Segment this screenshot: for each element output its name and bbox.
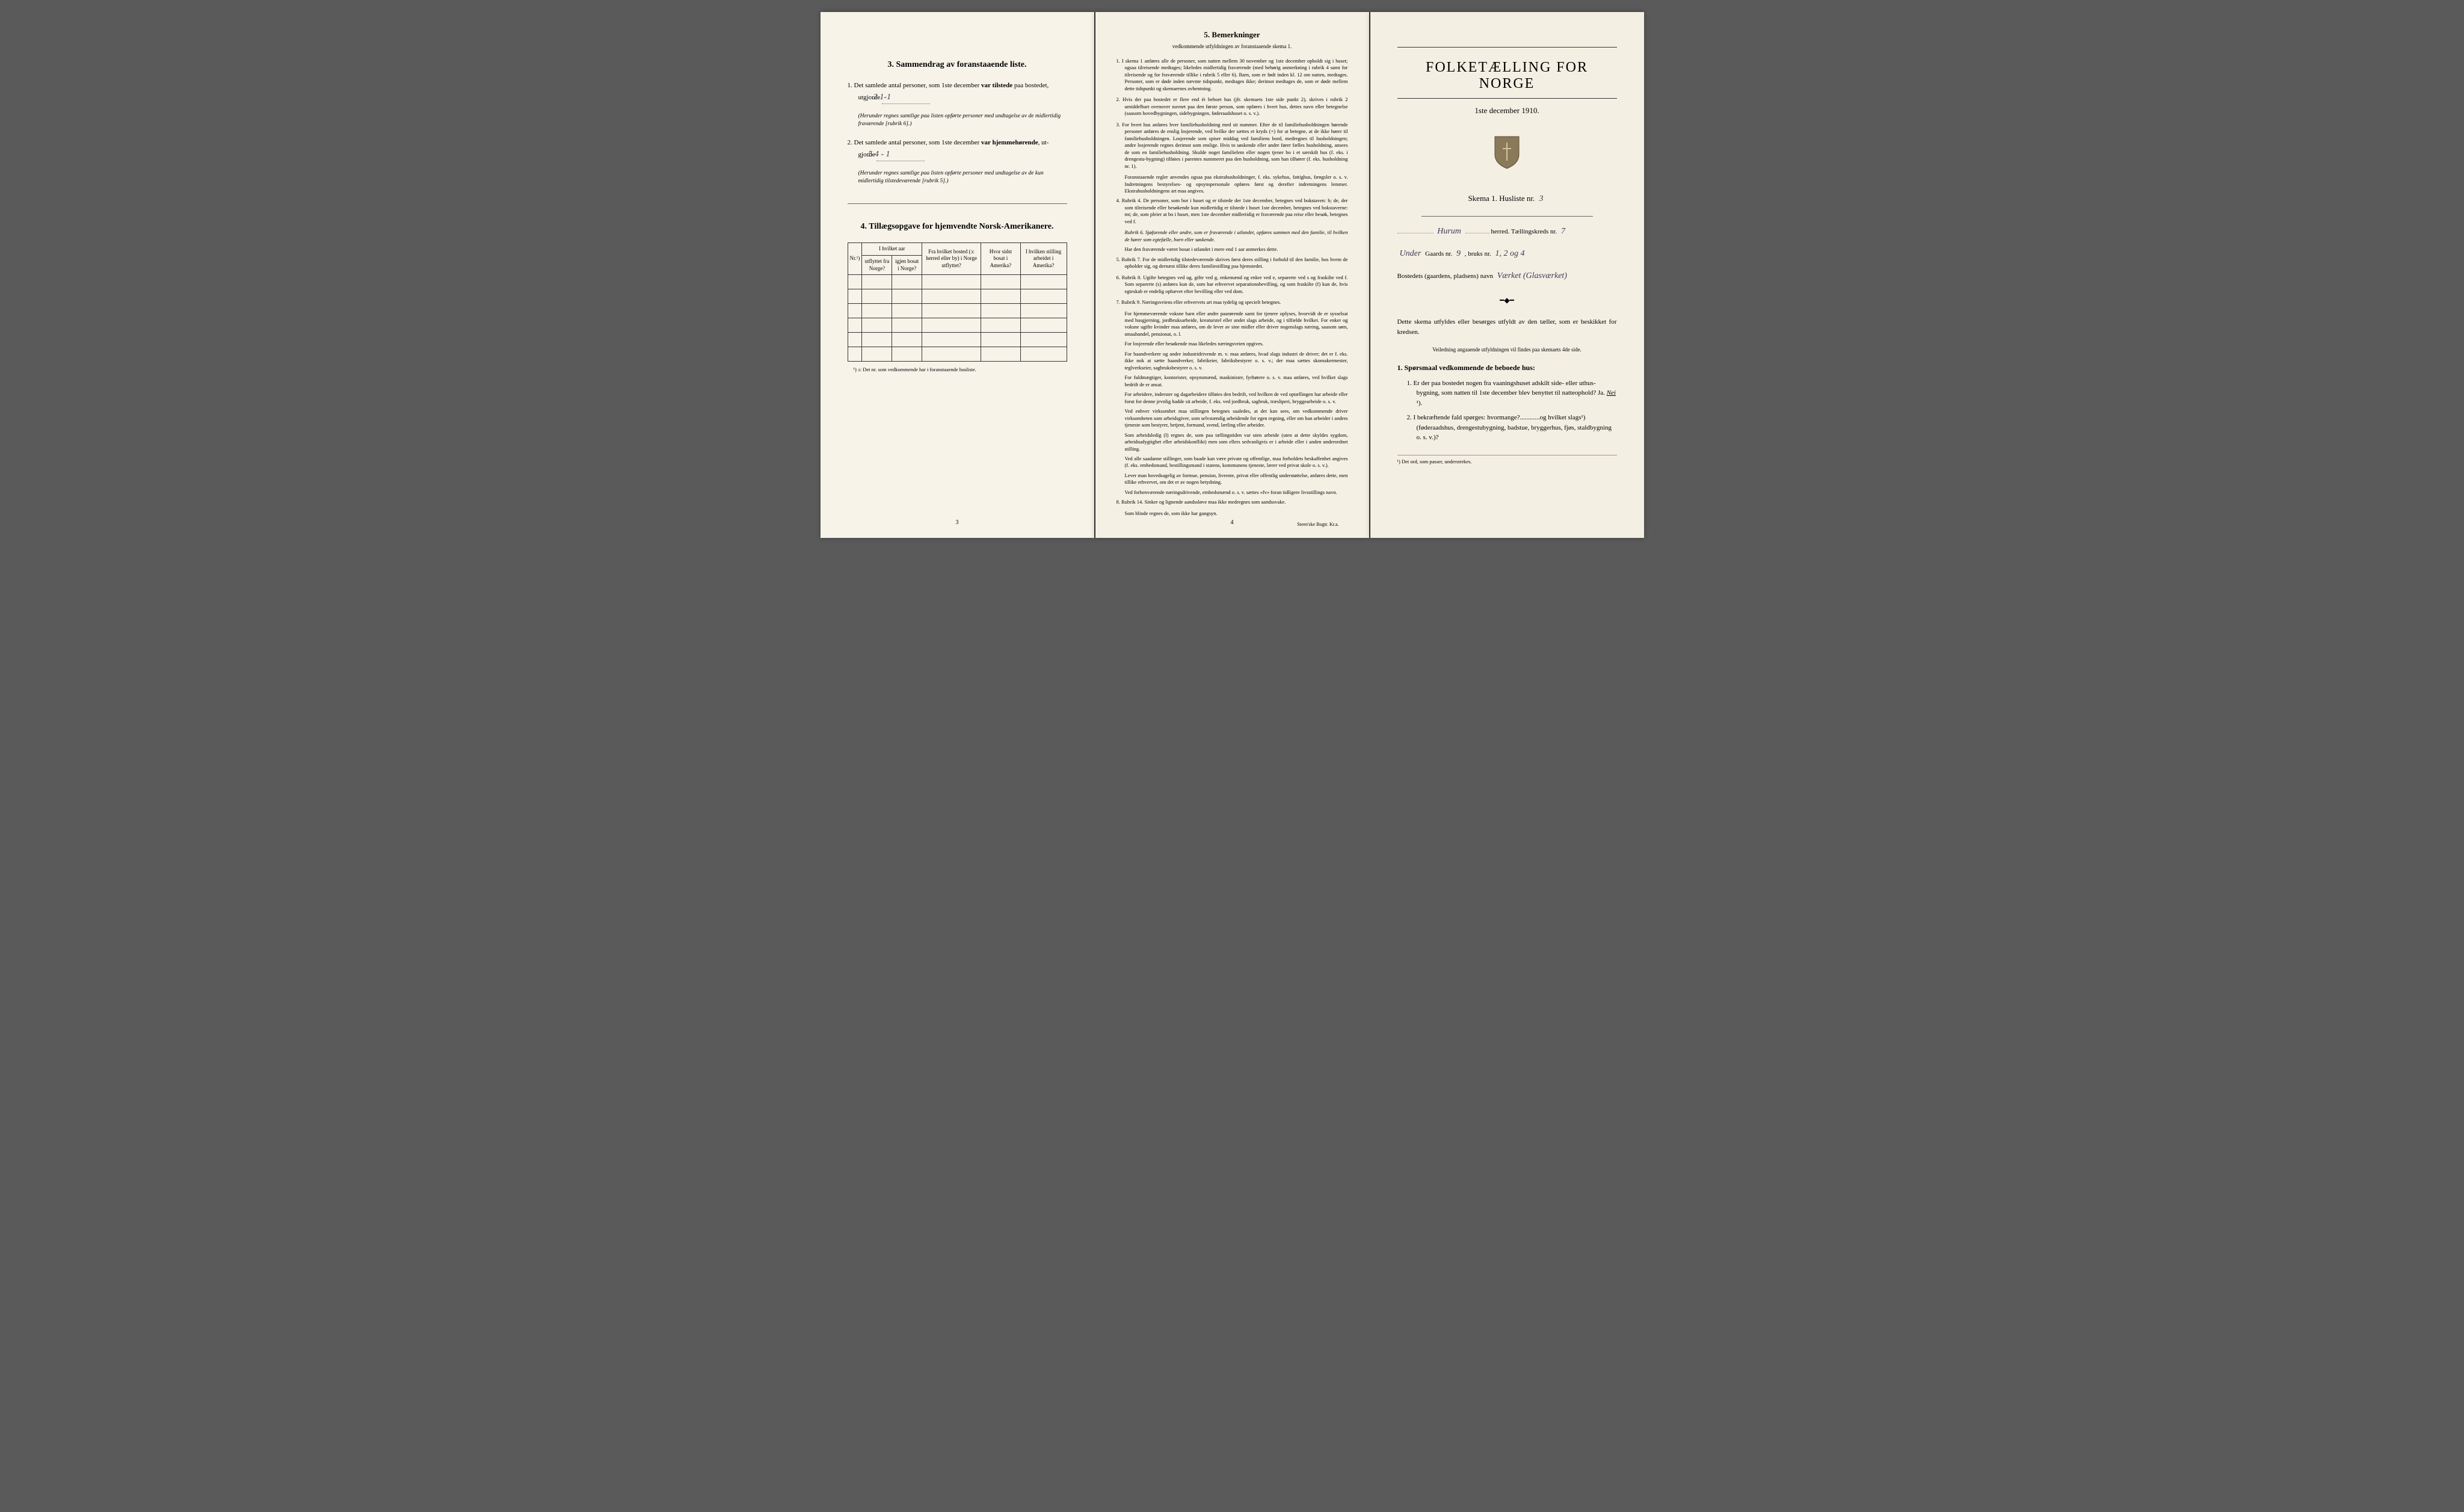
table-row [848,289,1067,304]
table-row [848,318,1067,333]
page-center: 5. Bemerkninger vedkommende utfyldningen… [1095,12,1369,538]
table-footnote: ¹) ɔ: Det nr. som vedkommende har i fora… [848,366,1067,372]
item1: 1. Det samlede antal personer, som 1ste … [848,81,1067,104]
instruction-7f: Ved enhver virksomhet maa stillingen bet… [1116,408,1348,428]
instruction-4: 4. Rubrik 4. De personer, som bor i huse… [1116,197,1348,225]
page-left: 3. Sammendrag av foranstaaende liste. 1.… [821,12,1094,538]
table-row [848,333,1067,347]
norsk-amerikanere-table: Nr.¹) I hvilket aar Fra hvilket bosted (… [848,242,1067,362]
page-number-center: 4 [1231,519,1234,526]
item1-note: (Herunder regnes samtlige paa listen opf… [848,113,1067,129]
question-heading: 1. Spørsmaal vedkommende de beboede hus: [1397,363,1617,372]
section4-title: 4. Tillægsopgave for hjemvendte Norsk-Am… [848,222,1067,232]
instruction-text: Dette skema utfyldes eller besørges utfy… [1397,317,1617,338]
instruction-7: 7. Rubrik 9. Næringsveiens eller erhverv… [1116,299,1348,306]
col-amerika: Hvor sidst bosat i Amerika? [981,243,1020,275]
instruction-7i: Lever man hovedsagelig av formue, pensio… [1116,472,1348,486]
bosted-line: Bostedets (gaardens, pladsens) navn Værk… [1397,268,1617,283]
instruction-4a: Rubrik 6. Sjøfarende eller andre, som er… [1116,229,1348,243]
instruction-6: 6. Rubrik 8. Ugifte betegnes ved ug, gif… [1116,274,1348,295]
table-row [848,275,1067,289]
gaards-line: Under Gaards nr. 9 , bruks nr. 1, 2 og 4 [1397,246,1617,261]
page-right: FOLKETÆLLING FOR NORGE 1ste december 191… [1370,12,1644,538]
instruction-3: 3. For hvert hus anføres hver familiehus… [1116,122,1348,170]
skema-rule [1421,216,1593,217]
document-spread: 3. Sammendrag av foranstaaende liste. 1.… [821,12,1644,538]
instruction-8: 8. Rubrik 14. Sinker og lignende aandssl… [1116,499,1348,505]
col-nr: Nr.¹) [848,243,862,275]
q1-answer: Nei [1607,389,1616,397]
instruction-7b: For losjerende eller besøkende maa likel… [1116,341,1348,347]
herred-value: Hurum [1435,227,1464,236]
title-rule-top [1397,47,1617,48]
instruction-7h: Ved alle saadanne stillinger, som baade … [1116,455,1348,469]
item1-handwritten-value: 2 1-1 [882,91,930,104]
instruction-2: 2. Hvis der paa bostedet er flere end ét… [1116,96,1348,117]
instruction-7a: For hjemmeværende voksne barn eller andr… [1116,310,1348,338]
herred-line: Hurum herred. Tællingskreds nr. 7 [1397,224,1617,239]
col-aar-group: I hvilket aar [862,243,922,256]
gaards-nr-value: 9 [1454,249,1463,258]
col-utflyttet: utflyttet fra Norge? [862,255,892,274]
instruction-4b: Har den fraværende været bosat i utlande… [1116,246,1348,253]
instruction-7c: For haandverkere og andre industridriven… [1116,351,1348,371]
coat-of-arms-icon [1397,134,1617,176]
husliste-nr-value: 3 [1537,194,1546,203]
table-row [848,304,1067,318]
ornament-icon: ━◆━ [1397,296,1617,305]
instruction-7e: For arbeidere, inderster og dagarbeidere… [1116,391,1348,405]
instruction-5: 5. Rubrik 7. For de midlertidig tilstede… [1116,256,1348,270]
table-row [848,347,1067,362]
main-title: FOLKETÆLLING FOR NORGE [1397,60,1617,92]
kreds-nr-value: 7 [1559,227,1568,236]
bosted-value: Værket (Glasværket) [1495,271,1569,280]
page-number-left: 3 [956,519,959,526]
title-rule-bottom [1397,98,1617,99]
shield-svg [1492,134,1522,170]
instruction-1: 1. I skema 1 anføres alle de personer, s… [1116,58,1348,92]
instruction-sub: Veiledning angaaende utfyldningen vil fi… [1397,347,1617,353]
section5-title: 5. Bemerkninger [1116,30,1348,40]
section5-subtitle: vedkommende utfyldningen av foranstaaend… [1116,43,1348,49]
table-body [848,275,1067,362]
item2: 2. Det samlede antal personer, som 1ste … [848,138,1067,161]
instruction-3a: Foranstaaende regler anvendes ogsaa paa … [1116,174,1348,194]
date-line: 1ste december 1910. [1397,106,1617,116]
item2-handwritten-value: 5 4 - 1 [876,148,925,161]
item2-note: (Herunder regnes samtlige paa listen opf… [848,170,1067,186]
question-1: 1. Er der paa bostedet nogen fra vaaning… [1407,378,1617,409]
instruction-7d: For fuldmægtiger, kontorister, opsynsmæn… [1116,374,1348,388]
instruction-7j: Ved forhenværende næringsdrivende, embed… [1116,489,1348,496]
footnote-bottom: ¹) Det ord, som passer, understrekes. [1397,455,1617,464]
table-header: Nr.¹) I hvilket aar Fra hvilket bosted (… [848,243,1067,275]
instruction-8a: Som blinde regnes de, som ikke har gangs… [1116,510,1348,517]
col-bosted: Fra hvilket bosted (ɔ: herred eller by) … [922,243,981,275]
section3-title: 3. Sammendrag av foranstaaende liste. [848,60,1067,70]
col-bosat: igjen bosat i Norge? [892,255,922,274]
table-wrapper: Nr.¹) I hvilket aar Fra hvilket bosted (… [848,242,1067,372]
question-2: 2. I bekræftende fald spørges: hvormange… [1407,413,1617,443]
bruks-nr-value: 1, 2 og 4 [1493,249,1527,258]
divider [848,203,1067,204]
col-stilling: I hvilken stilling arbeidet i Amerika? [1020,243,1067,275]
printer-credit: Steen'ske Bogtr. Kr.a. [1297,522,1338,527]
gaards-prefix-value: Under [1397,249,1424,258]
skema-line: Skema 1. Husliste nr. 3 [1397,194,1617,204]
instruction-7g: Som arbeidsledig (l) regnes de, som paa … [1116,432,1348,452]
